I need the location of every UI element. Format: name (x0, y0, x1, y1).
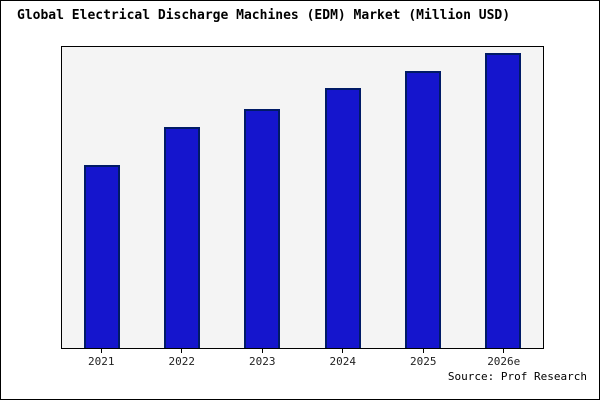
x-label-slot: 2022 (142, 349, 223, 368)
bar-slot (142, 47, 222, 348)
bar-slot (383, 47, 463, 348)
x-label-slot: 2025 (383, 349, 464, 368)
bar-2021 (84, 165, 121, 348)
x-label-slot: 2023 (222, 349, 303, 368)
x-axis-label: 2026e (487, 355, 521, 368)
x-label-slot: 2021 (61, 349, 142, 368)
bar-2026e (484, 52, 521, 348)
bar-2025 (404, 70, 441, 348)
chart-title: Global Electrical Discharge Machines (ED… (17, 8, 511, 23)
bar-2022 (164, 126, 201, 348)
x-axis-label: 2025 (410, 355, 437, 368)
x-axis-labels: 2021 2022 2023 2024 2025 2026e (61, 349, 544, 368)
x-axis-label: 2023 (249, 355, 276, 368)
axis-tick (261, 349, 263, 353)
bar-slot (303, 47, 383, 348)
axis-tick (503, 349, 505, 353)
x-axis-label: 2022 (168, 355, 196, 368)
x-axis-label: 2024 (329, 355, 357, 368)
plot-area (61, 46, 544, 349)
axis-tick (422, 349, 424, 353)
bars-container (62, 47, 543, 348)
bar-slot (62, 47, 142, 348)
axis-tick (342, 349, 344, 353)
axis-tick (100, 349, 102, 353)
bar-slot (463, 47, 543, 348)
source-credit: Source: Prof Research (447, 370, 587, 383)
bar-slot (222, 47, 302, 348)
bar-2024 (324, 88, 361, 348)
x-axis-label: 2021 (88, 355, 115, 368)
bar-2023 (244, 108, 281, 348)
x-label-slot: 2024 (303, 349, 384, 368)
axis-tick (181, 349, 183, 353)
x-label-slot: 2026e (464, 349, 545, 368)
